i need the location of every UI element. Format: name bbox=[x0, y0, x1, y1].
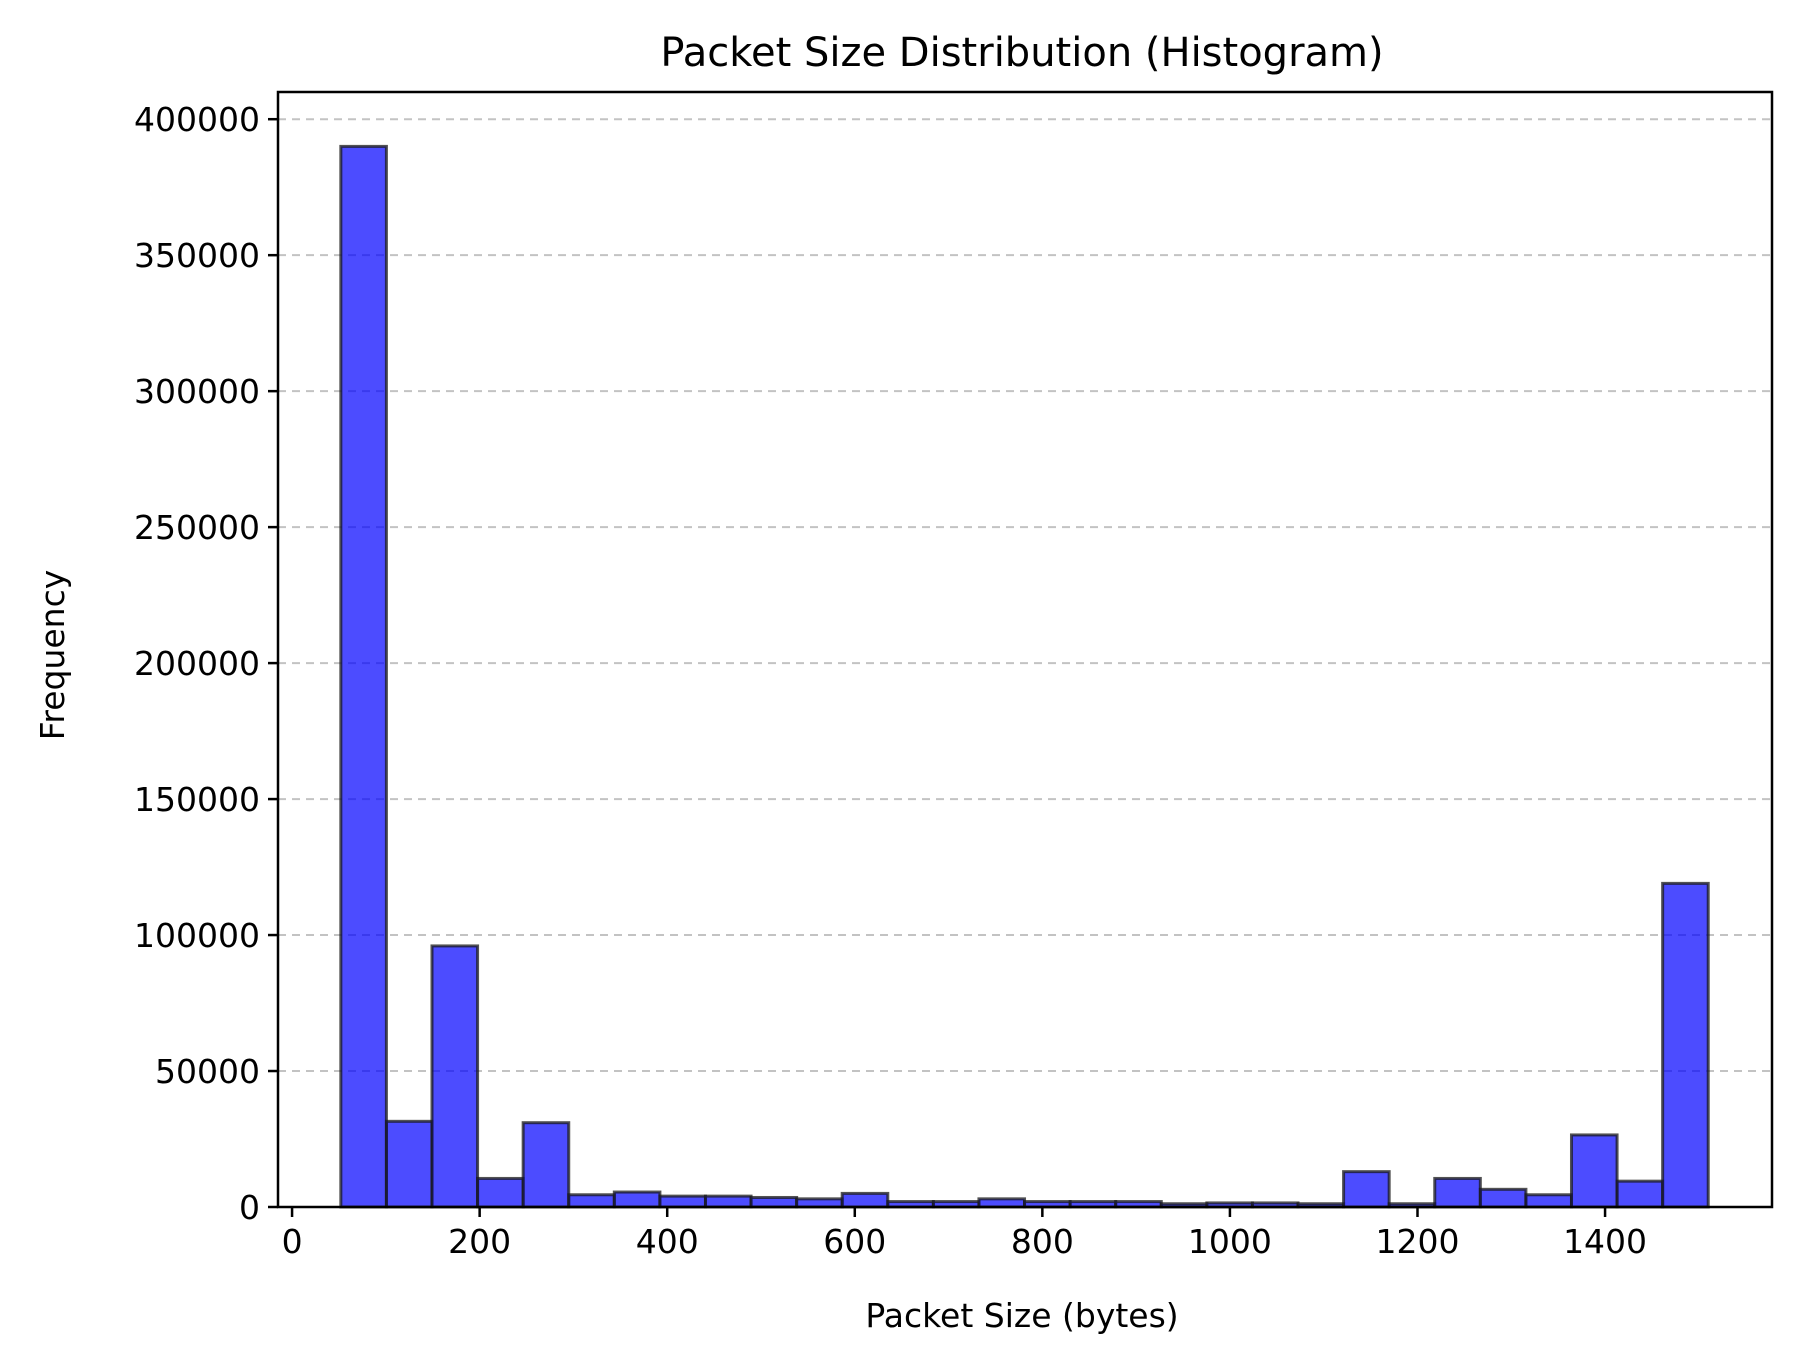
histogram-bar bbox=[749, 1195, 799, 1209]
y-tick-label: 0 bbox=[239, 1188, 260, 1227]
x-tick-label: 200 bbox=[448, 1222, 511, 1261]
histogram-bar bbox=[1661, 881, 1710, 1209]
chart-title: Packet Size Distribution (Histogram) bbox=[660, 30, 1383, 76]
histogram-bar bbox=[430, 944, 480, 1209]
histogram-bar bbox=[840, 1191, 890, 1209]
histogram-bar bbox=[612, 1190, 662, 1209]
y-axis-label: Frequency bbox=[33, 570, 72, 740]
x-tick-label: 1000 bbox=[1188, 1222, 1272, 1261]
plot-frame bbox=[276, 90, 1774, 1209]
x-tick-label: 600 bbox=[823, 1222, 886, 1261]
histogram-bar bbox=[521, 1121, 571, 1209]
histogram-bar bbox=[1478, 1187, 1528, 1209]
histogram-bar bbox=[1524, 1193, 1573, 1209]
y-tick-label: 50000 bbox=[155, 1052, 260, 1091]
bars bbox=[339, 144, 1710, 1209]
x-axis-label: Packet Size (bytes) bbox=[865, 1296, 1178, 1335]
histogram-bar bbox=[476, 1176, 525, 1209]
y-tick-label: 250000 bbox=[134, 508, 260, 547]
y-axis-ticks: 0 50000 100000 150000 200000 250000 300000 3500… bbox=[134, 100, 278, 1227]
histogram-bar bbox=[703, 1194, 753, 1209]
x-tick-label: 400 bbox=[636, 1222, 699, 1261]
histogram-bar bbox=[339, 144, 388, 1209]
x-tick-label: 0 bbox=[282, 1222, 303, 1261]
histogram-bar bbox=[658, 1194, 707, 1209]
histogram-bar bbox=[567, 1193, 616, 1209]
x-axis-ticks: 0 200 400 600 800 1000 1200 1400 bbox=[282, 1207, 1647, 1261]
y-tick-label: 300000 bbox=[134, 372, 260, 411]
histogram-bar bbox=[384, 1119, 434, 1209]
x-tick-label: 800 bbox=[1011, 1222, 1074, 1261]
y-tick-label: 400000 bbox=[134, 100, 260, 139]
x-tick-label: 1400 bbox=[1563, 1222, 1647, 1261]
histogram-bar bbox=[1615, 1179, 1665, 1209]
gridlines bbox=[278, 118, 1772, 1073]
histogram-bar bbox=[1433, 1176, 1482, 1209]
x-tick-label: 1200 bbox=[1375, 1222, 1459, 1261]
y-tick-label: 350000 bbox=[134, 236, 260, 275]
y-tick-label: 100000 bbox=[134, 916, 260, 955]
histogram-bar bbox=[1342, 1170, 1391, 1209]
y-tick-label: 200000 bbox=[134, 644, 260, 683]
histogram-bar bbox=[1569, 1133, 1619, 1209]
y-tick-label: 150000 bbox=[134, 780, 260, 819]
